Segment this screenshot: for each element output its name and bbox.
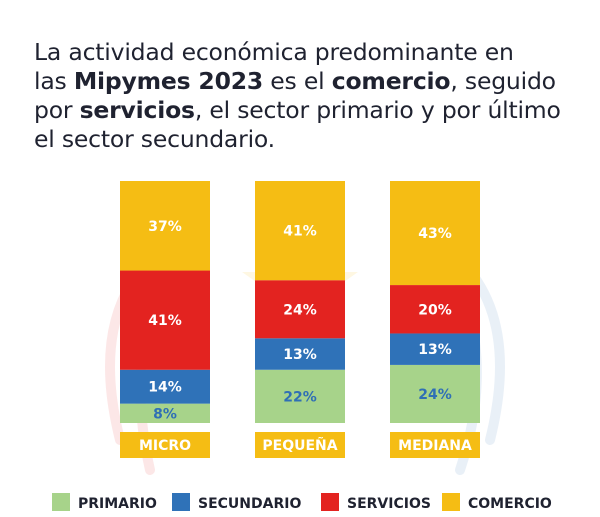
legend-label-primario: PRIMARIO [78, 496, 157, 512]
data-label-pequena-servicios: 24% [283, 302, 317, 318]
bar-micro-servicios [120, 270, 210, 370]
data-label-micro-servicios: 41% [148, 313, 182, 329]
title-bold-comercio: comercio [331, 67, 451, 95]
bar-pequena-comercio [255, 181, 345, 281]
title-text: , seguido [450, 67, 556, 95]
legend-label-comercio: COMERCIO [468, 496, 552, 512]
category-box-pequena [255, 432, 345, 458]
data-label-micro-comercio: 37% [148, 219, 182, 235]
bar-micro-comercio [120, 181, 210, 271]
bar-mediana-comercio [390, 181, 480, 286]
data-label-pequena-primario: 22% [283, 389, 317, 405]
data-label-pequena-secundario: 13% [283, 347, 317, 363]
legend-label-servicios: SERVICIOS [347, 496, 431, 512]
bar-pequena-secundario [255, 338, 345, 370]
bar-mediana-primario [390, 364, 480, 423]
title-text: , el sector primario y por último [194, 96, 561, 124]
title-line-1: La actividad económica predominante en [34, 38, 514, 66]
title-bold-servicios: servicios [79, 96, 195, 124]
title-text: es el [263, 67, 332, 95]
category-box-mediana [390, 432, 480, 458]
data-label-micro-primario: 8% [153, 406, 177, 422]
legend-swatch-comercio [442, 493, 460, 511]
title-text: las [34, 67, 74, 95]
chart-title: La actividad económica predominante en l… [34, 38, 574, 154]
data-label-mediana-comercio: 43% [418, 226, 452, 242]
category-label-mediana: MEDIANA [398, 438, 472, 454]
category-box-micro [120, 432, 210, 458]
data-label-mediana-primario: 24% [418, 387, 452, 403]
data-label-mediana-servicios: 20% [418, 302, 452, 318]
title-text: por [34, 96, 80, 124]
category-label-micro: MICRO [139, 438, 191, 454]
data-label-micro-secundario: 14% [148, 380, 182, 396]
title-bold-mipymes: Mipymes 2023 [73, 67, 264, 95]
title-line-4: el sector secundario. [34, 125, 275, 153]
legend-swatch-primario [52, 493, 70, 511]
category-label-pequena: PEQUEÑA [262, 437, 337, 454]
legend-swatch-servicios [321, 493, 339, 511]
data-label-pequena-comercio: 41% [283, 224, 317, 240]
bar-mediana-servicios [390, 285, 480, 334]
legend-swatch-secundario [172, 493, 190, 511]
bar-micro-primario [120, 403, 210, 423]
bar-micro-secundario [120, 369, 210, 404]
legend-label-secundario: SECUNDARIO [198, 496, 301, 512]
bar-pequena-servicios [255, 280, 345, 339]
bar-pequena-primario [255, 369, 345, 423]
bar-mediana-secundario [390, 333, 480, 365]
data-label-mediana-secundario: 13% [418, 342, 452, 358]
